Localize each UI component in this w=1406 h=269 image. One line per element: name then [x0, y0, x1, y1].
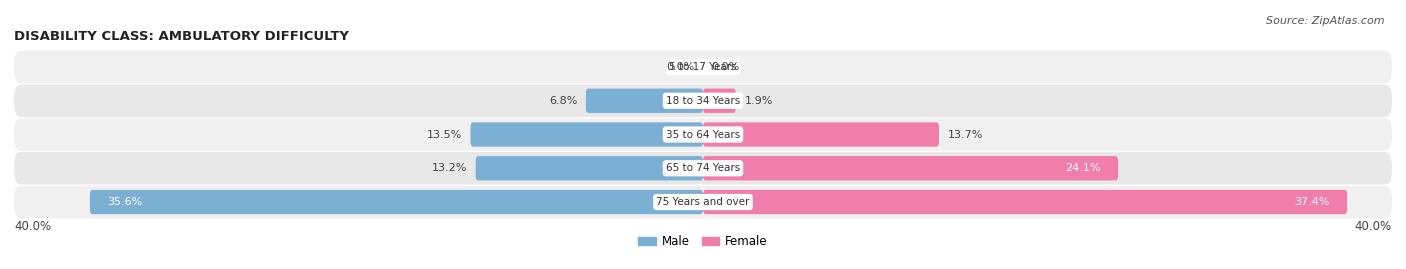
Text: 24.1%: 24.1%: [1066, 163, 1101, 173]
FancyBboxPatch shape: [586, 89, 703, 113]
FancyBboxPatch shape: [14, 152, 1392, 185]
Legend: Male, Female: Male, Female: [634, 230, 772, 253]
Text: 5 to 17 Years: 5 to 17 Years: [669, 62, 737, 72]
Text: Source: ZipAtlas.com: Source: ZipAtlas.com: [1267, 16, 1385, 26]
Text: 18 to 34 Years: 18 to 34 Years: [666, 96, 740, 106]
Text: 40.0%: 40.0%: [1355, 220, 1392, 233]
Text: 13.7%: 13.7%: [948, 129, 983, 140]
FancyBboxPatch shape: [703, 156, 1118, 180]
Text: 65 to 74 Years: 65 to 74 Years: [666, 163, 740, 173]
FancyBboxPatch shape: [703, 89, 735, 113]
Text: 37.4%: 37.4%: [1295, 197, 1330, 207]
Text: 0.0%: 0.0%: [711, 62, 740, 72]
FancyBboxPatch shape: [14, 51, 1392, 83]
Text: 6.8%: 6.8%: [548, 96, 578, 106]
FancyBboxPatch shape: [14, 186, 1392, 218]
Text: DISABILITY CLASS: AMBULATORY DIFFICULTY: DISABILITY CLASS: AMBULATORY DIFFICULTY: [14, 30, 349, 43]
Text: 1.9%: 1.9%: [744, 96, 773, 106]
Text: 75 Years and over: 75 Years and over: [657, 197, 749, 207]
FancyBboxPatch shape: [14, 84, 1392, 117]
FancyBboxPatch shape: [90, 190, 703, 214]
Text: 40.0%: 40.0%: [14, 220, 51, 233]
FancyBboxPatch shape: [703, 190, 1347, 214]
FancyBboxPatch shape: [471, 122, 703, 147]
Text: 35.6%: 35.6%: [107, 197, 142, 207]
FancyBboxPatch shape: [475, 156, 703, 180]
Text: 13.5%: 13.5%: [426, 129, 461, 140]
FancyBboxPatch shape: [14, 118, 1392, 151]
Text: 35 to 64 Years: 35 to 64 Years: [666, 129, 740, 140]
Text: 0.0%: 0.0%: [666, 62, 695, 72]
Text: 13.2%: 13.2%: [432, 163, 467, 173]
FancyBboxPatch shape: [703, 122, 939, 147]
